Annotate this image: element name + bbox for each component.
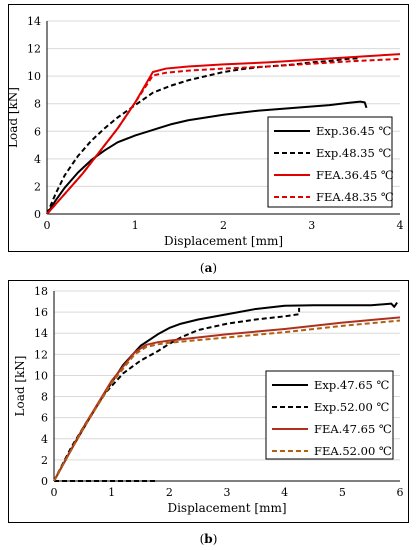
y-tick-label: 0 [41, 475, 48, 488]
y-tick-label: 14 [34, 327, 48, 340]
legend: Exp.36.45 ℃ Exp.48.35 ℃ FEA.36.45 ℃ FEA.48.… [267, 116, 394, 208]
x-tick-label: 4 [397, 219, 404, 232]
x-tick-label: 1 [108, 486, 115, 499]
y-tick-label: 10 [27, 70, 41, 83]
x-tick-label: 4 [281, 486, 288, 499]
x-tick-label: 1 [132, 219, 139, 232]
legend-label: Exp.47.65 ℃ [314, 378, 389, 392]
series-line [46, 57, 361, 215]
x-tick-label: 6 [397, 486, 404, 499]
y-tick-label: 2 [34, 180, 41, 193]
y-tick-label: 0 [34, 208, 41, 221]
y-tick-label: 12 [34, 348, 48, 361]
caption-letter: a [204, 261, 213, 275]
y-tick-label: 12 [27, 43, 41, 56]
y-axis-label: Load [kN] [6, 87, 20, 148]
x-axis-label: Displacement [mm] [167, 501, 286, 515]
x-tick-label: 2 [220, 219, 227, 232]
legend-label: Exp.36.45 ℃ [316, 124, 391, 138]
legend-label: FEA.47.65 ℃ [314, 422, 392, 436]
y-tick-label: 6 [41, 412, 48, 425]
y-tick-label: 10 [34, 369, 48, 382]
legend: Exp.47.65 ℃ Exp.52.00 ℃ FEA.47.65 ℃ FEA.52.… [265, 370, 394, 460]
y-tick-label: 16 [34, 306, 48, 319]
caption-b: (b) [199, 532, 218, 546]
series-line [46, 53, 401, 215]
y-tick-label: 14 [27, 15, 41, 28]
x-axis-label: Displacement [mm] [164, 234, 283, 248]
y-tick-label: 8 [41, 391, 48, 404]
y-tick-label: 6 [34, 125, 41, 138]
x-tick-label: 5 [339, 486, 346, 499]
y-tick-label: 4 [41, 433, 48, 446]
caption-letter: b [204, 532, 213, 546]
x-tick-label: 0 [51, 486, 58, 499]
chart-panel-a: 0 2 4 6 8 10 12 14 0 1 2 3 4 Displacement [mm] Load [k… [0, 0, 417, 260]
legend-label: Exp.52.00 ℃ [314, 400, 389, 414]
chart-panel-b: 0 2 4 6 8 10 12 14 16 18 0 1 2 3 4 5 6 Displacement [mm] L… [0, 276, 417, 531]
legend-label: FEA.48.35 ℃ [316, 190, 394, 204]
y-tick-label: 2 [41, 454, 48, 467]
chart-frame [8, 4, 409, 252]
y-tick-label: 8 [34, 98, 41, 111]
x-tick-label: 0 [44, 219, 51, 232]
y-tick-label: 18 [34, 285, 48, 298]
series-line [53, 319, 401, 482]
y-axis-label: Load [kN] [13, 356, 27, 417]
chart-frame [8, 280, 409, 523]
y-tick-label: 4 [34, 153, 41, 166]
legend-label: FEA.36.45 ℃ [316, 168, 394, 182]
legend-label: FEA.52.00 ℃ [314, 444, 392, 458]
x-tick-label: 3 [308, 219, 315, 232]
legend-label: Exp.48.35 ℃ [316, 146, 391, 160]
series-line [46, 100, 368, 215]
x-tick-label: 3 [224, 486, 231, 499]
x-tick-label: 2 [166, 486, 173, 499]
caption-a: (a) [199, 261, 218, 275]
